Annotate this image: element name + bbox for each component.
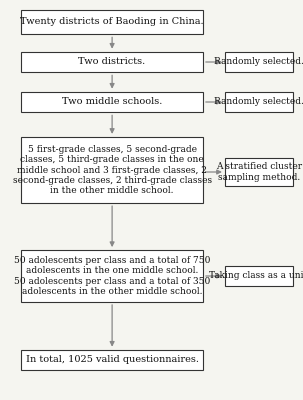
- FancyBboxPatch shape: [21, 350, 203, 370]
- Text: A stratified cluster
sampling method.: A stratified cluster sampling method.: [216, 162, 302, 182]
- FancyBboxPatch shape: [225, 158, 293, 186]
- Text: Two middle schools.: Two middle schools.: [62, 98, 162, 106]
- Text: 5 first-grade classes, 5 second-grade
classes, 5 third-grade classes in the one
: 5 first-grade classes, 5 second-grade cl…: [12, 145, 212, 195]
- FancyBboxPatch shape: [21, 52, 203, 72]
- FancyBboxPatch shape: [21, 137, 203, 203]
- FancyBboxPatch shape: [225, 266, 293, 286]
- FancyBboxPatch shape: [225, 52, 293, 72]
- Text: Two districts.: Two districts.: [78, 58, 146, 66]
- FancyBboxPatch shape: [21, 92, 203, 112]
- FancyBboxPatch shape: [225, 92, 293, 112]
- Text: Randomly selected.: Randomly selected.: [214, 98, 303, 106]
- Text: Twenty districts of Baoding in China.: Twenty districts of Baoding in China.: [20, 18, 204, 26]
- Text: Taking class as a unit.: Taking class as a unit.: [208, 272, 303, 280]
- Text: In total, 1025 valid questionnaires.: In total, 1025 valid questionnaires.: [26, 356, 198, 364]
- FancyBboxPatch shape: [21, 10, 203, 34]
- Text: 50 adolescents per class and a total of 750
adolescents in the one middle school: 50 adolescents per class and a total of …: [14, 256, 210, 296]
- FancyBboxPatch shape: [21, 250, 203, 302]
- Text: Randomly selected.: Randomly selected.: [214, 58, 303, 66]
